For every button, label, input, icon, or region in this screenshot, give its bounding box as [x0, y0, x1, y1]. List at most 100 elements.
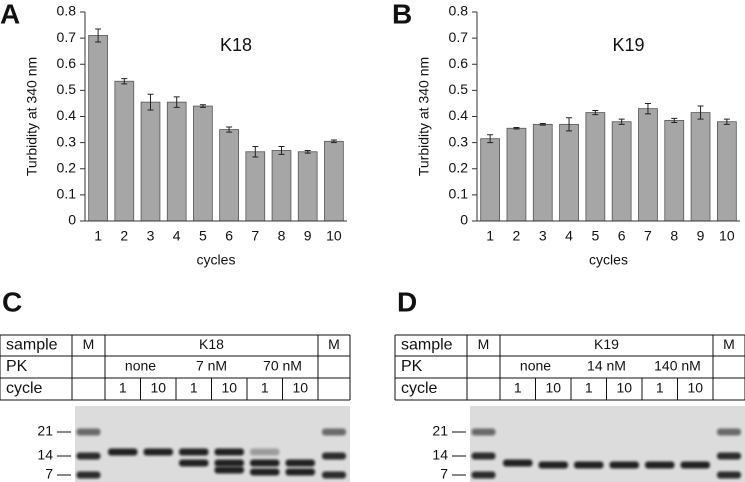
- panel-letter: B: [392, 0, 412, 29]
- bar: [271, 150, 292, 222]
- cycle-label: 1: [119, 380, 127, 396]
- gel-band: [179, 459, 209, 467]
- x-tick-label: 3: [539, 228, 547, 244]
- table-text: sample: [401, 337, 453, 354]
- y-tick-label: 0.6: [57, 55, 77, 71]
- y-tick-label: 0.8: [57, 3, 77, 19]
- cycle-label: 1: [261, 380, 269, 396]
- gel-band: [717, 428, 741, 436]
- gel-band: [250, 468, 280, 476]
- gel-band: [471, 471, 496, 479]
- bar: [611, 121, 632, 222]
- cycle-label: 10: [545, 380, 561, 396]
- cycle-label: 10: [687, 380, 703, 396]
- gel-band: [503, 459, 533, 467]
- mw-label: 7: [45, 466, 53, 482]
- marker-label: M: [478, 336, 490, 352]
- y-tick-label: 0.2: [57, 159, 77, 175]
- error-bar: [697, 105, 704, 120]
- gel-band: [471, 452, 496, 460]
- pk-label: 70 nM: [263, 358, 302, 374]
- pk-label: none: [520, 358, 551, 374]
- gel-band: [285, 468, 315, 476]
- error-bar: [330, 139, 337, 144]
- bar: [297, 151, 318, 222]
- x-tick-label: 2: [513, 228, 521, 244]
- gel-band: [76, 471, 101, 479]
- bar: [638, 108, 658, 222]
- gel-band: [250, 448, 280, 456]
- x-tick-label: 4: [173, 228, 181, 244]
- bar: [532, 123, 553, 222]
- x-tick-label: 6: [618, 228, 626, 244]
- marker-label: M: [328, 336, 340, 352]
- mw-label: 14: [37, 447, 53, 463]
- mw-label: 21: [37, 423, 53, 439]
- mw-label: 7: [440, 466, 448, 482]
- gel-band: [717, 471, 741, 479]
- table-text: PK: [401, 358, 423, 375]
- panel-letter: D: [397, 286, 417, 317]
- gel-band: [285, 459, 315, 467]
- bar: [585, 112, 606, 222]
- gel-band: [322, 452, 346, 460]
- cycle-label: 1: [656, 380, 664, 396]
- pk-label: 140 nM: [654, 358, 701, 374]
- bar: [324, 140, 344, 222]
- y-axis-label: Turbidity at 340 nm: [416, 57, 432, 176]
- error-bar: [199, 104, 206, 108]
- panel-letter: A: [0, 0, 20, 29]
- gel-band: [214, 448, 244, 456]
- cycle-label: 1: [190, 380, 198, 396]
- x-tick-label: 10: [719, 228, 735, 244]
- table-text: cycle: [6, 380, 43, 397]
- marker-label: M: [83, 336, 95, 352]
- chart-title: K18: [220, 35, 252, 55]
- error-bar: [252, 146, 259, 158]
- bar: [506, 127, 527, 222]
- x-tick-label: 4: [565, 228, 573, 244]
- protein-label: K19: [594, 336, 619, 352]
- error-bar: [671, 117, 678, 124]
- x-tick-label: 9: [697, 228, 705, 244]
- x-tick-label: 7: [251, 228, 259, 244]
- mw-label: 14: [432, 447, 448, 463]
- cycle-label: 10: [616, 380, 632, 396]
- x-tick-label: 8: [670, 228, 678, 244]
- error-bar: [723, 118, 730, 125]
- pk-label: none: [125, 358, 156, 374]
- error-bar: [592, 109, 599, 116]
- x-tick-label: 9: [304, 228, 312, 244]
- x-tick-label: 10: [326, 228, 342, 244]
- error-bar: [566, 117, 573, 132]
- gel-band: [250, 459, 280, 467]
- error-bar: [95, 28, 102, 43]
- gel-band: [143, 448, 173, 456]
- y-tick-label: 0.4: [57, 107, 77, 123]
- y-tick-label: 0.7: [57, 29, 77, 45]
- y-tick-label: 0.5: [57, 81, 77, 97]
- gel-band: [609, 461, 639, 469]
- protein-label: K18: [199, 336, 224, 352]
- table-text: PK: [6, 358, 28, 375]
- x-tick-label: 1: [486, 228, 494, 244]
- chart-title: K19: [612, 35, 644, 55]
- x-tick-label: 1: [94, 228, 102, 244]
- y-tick-label: 0.6: [449, 55, 469, 71]
- gel-band: [214, 466, 244, 474]
- error-bar: [278, 146, 285, 155]
- bar: [219, 129, 239, 222]
- bar: [193, 105, 213, 222]
- y-tick-label: 0.4: [449, 107, 469, 123]
- gel-band: [322, 471, 346, 479]
- gel-band: [538, 461, 568, 469]
- x-axis-label: cycles: [197, 252, 236, 268]
- gel-band: [179, 448, 209, 456]
- gel-band: [108, 448, 138, 456]
- error-bar: [147, 93, 154, 111]
- y-tick-label: 0.3: [57, 133, 77, 149]
- error-bar: [226, 126, 233, 133]
- x-axis-label: cycles: [589, 252, 628, 268]
- x-tick-label: 6: [225, 228, 233, 244]
